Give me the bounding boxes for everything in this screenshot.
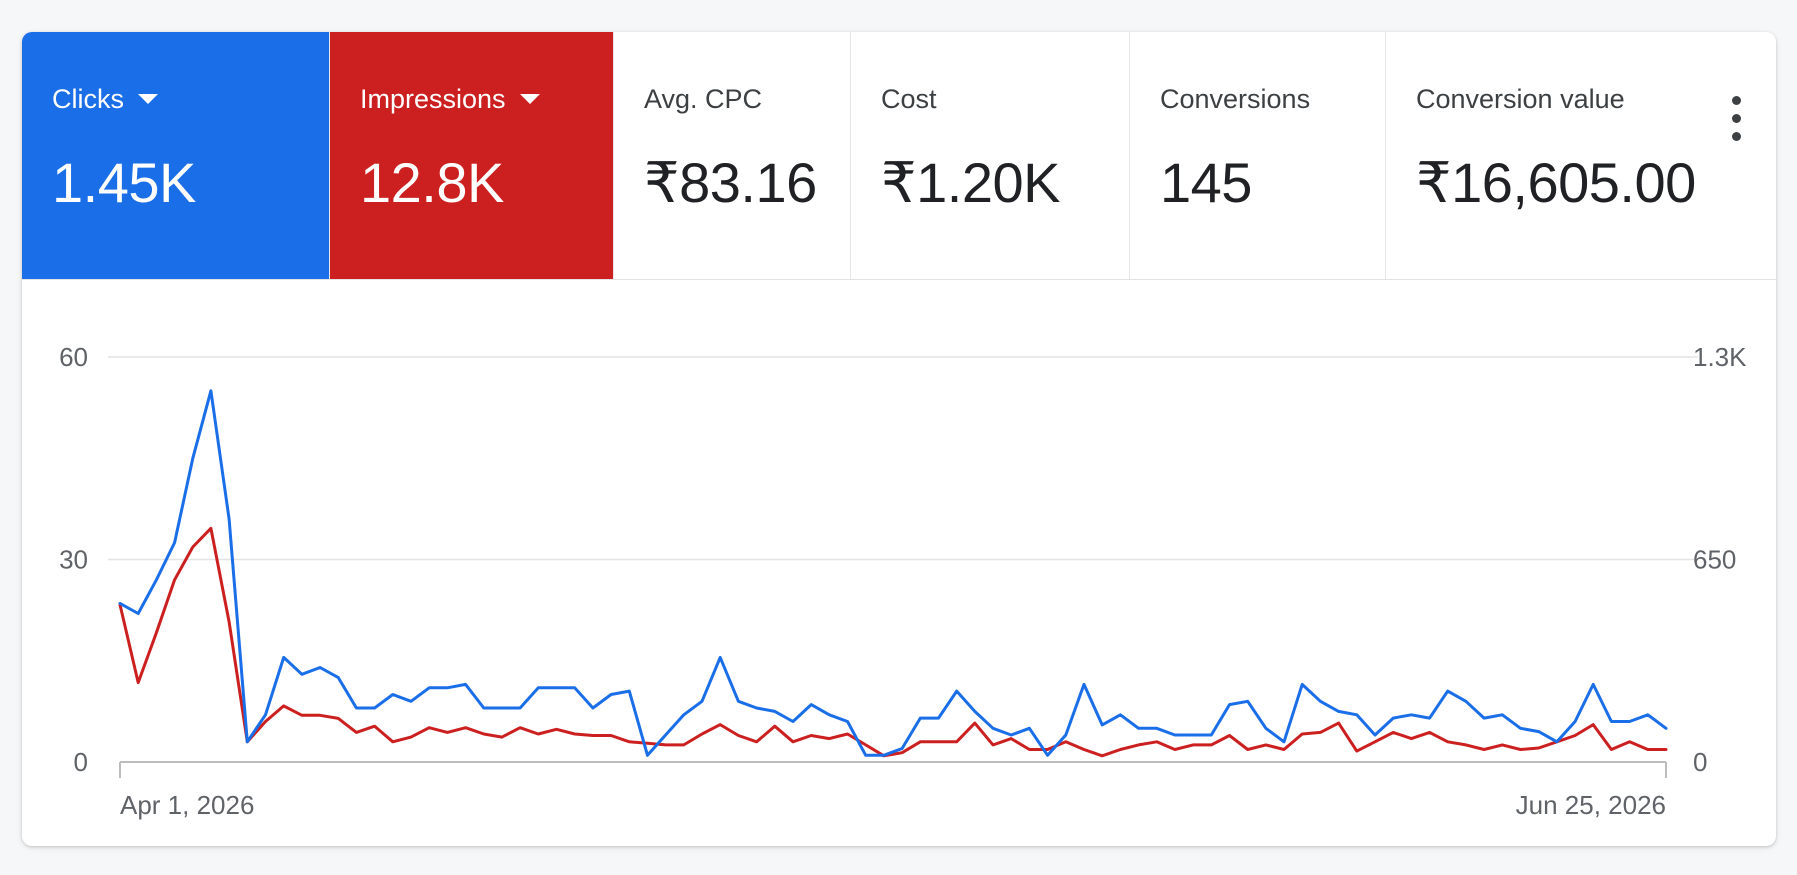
metric-tile-cost[interactable]: Cost ₹1.20K: [851, 32, 1130, 279]
x-start-label: Apr 1, 2026: [120, 790, 254, 820]
y-right-tick-label: 650: [1693, 545, 1736, 575]
series-line-clicks: [118, 389, 1668, 757]
y-left-tick-label: 60: [59, 342, 88, 372]
y-right-tick-label: 1.3K: [1693, 342, 1747, 372]
performance-card: Clicks 1.45K Impressions 12.8K Avg. CPC …: [22, 32, 1776, 846]
metric-label: Clicks: [52, 84, 158, 115]
metric-tile-avg-cpc[interactable]: Avg. CPC ₹83.16: [614, 32, 851, 279]
metric-label-text: Impressions: [360, 84, 506, 114]
y-left-tick-label: 0: [74, 747, 88, 777]
metric-label: Avg. CPC: [644, 84, 763, 114]
metric-value: ₹1.20K: [881, 151, 1060, 214]
metric-value: ₹16,605.00: [1416, 151, 1696, 214]
metric-label: Conversions: [1160, 84, 1311, 114]
dropdown-caret-icon[interactable]: [138, 93, 158, 104]
metric-tile-clicks[interactable]: Clicks 1.45K: [22, 32, 330, 279]
x-end-label: Jun 25, 2026: [1516, 790, 1666, 820]
y-right-tick-label: 0: [1693, 747, 1707, 777]
metric-label: Impressions: [360, 84, 540, 115]
metric-tiles-row: Clicks 1.45K Impressions 12.8K Avg. CPC …: [22, 32, 1776, 280]
metric-tile-conversion-value[interactable]: Conversion value ₹16,605.00: [1386, 32, 1776, 279]
metric-value: 145: [1160, 151, 1252, 214]
metric-tile-impressions[interactable]: Impressions 12.8K: [330, 32, 614, 279]
performance-chart: 0 30 60 0 650 1.3K Apr 1, 2026 Jun 25, 2026: [22, 280, 1776, 846]
metric-tile-conversions[interactable]: Conversions 145: [1130, 32, 1386, 279]
series-line-impressions: [118, 526, 1668, 758]
y-left-tick-label: 30: [59, 545, 88, 575]
dropdown-caret-icon[interactable]: [519, 93, 540, 104]
metric-label: Conversion value: [1416, 84, 1625, 114]
metric-value: ₹83.16: [644, 151, 817, 214]
more-vert-icon[interactable]: [1722, 94, 1752, 144]
metric-label: Cost: [881, 84, 937, 114]
metric-value: 1.45K: [52, 151, 196, 214]
metric-label-text: Clicks: [52, 84, 124, 114]
metric-value: 12.8K: [360, 151, 504, 214]
line-chart: 0 30 60 0 650 1.3K Apr 1, 2026 Jun 25, 2026: [59, 342, 1747, 820]
